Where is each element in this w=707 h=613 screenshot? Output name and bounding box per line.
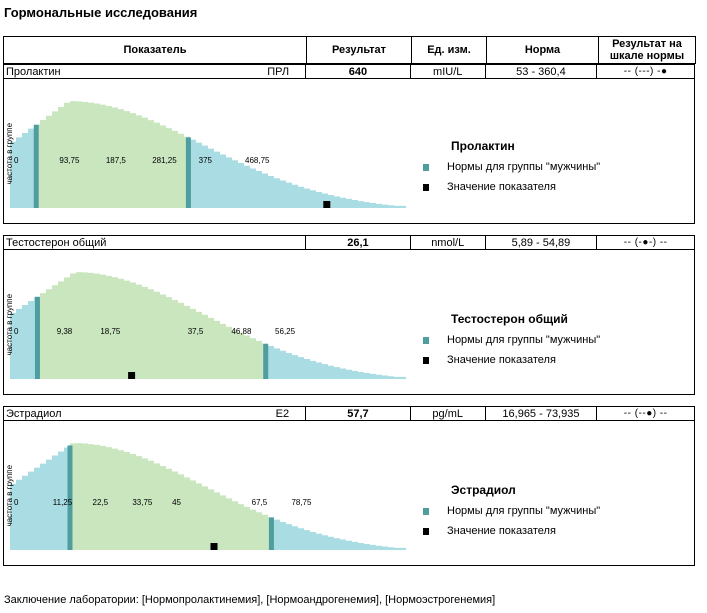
tick-label: 0: [14, 498, 19, 507]
norm-swatch-icon: [423, 163, 429, 171]
indicator-name: Пролактин: [6, 65, 61, 78]
norm-upper-marker: [268, 517, 274, 550]
result-value: 57,7: [306, 407, 411, 420]
value-swatch-icon: [423, 356, 429, 364]
legend-value-label: Значение показателя: [447, 354, 556, 366]
tick-label: 22,5: [93, 498, 109, 507]
tick-label: 468,75: [245, 156, 270, 165]
result-row-prolactin: Пролактин ПРЛ 640 mIU/L 53 - 360,4 -- (--…: [3, 64, 695, 79]
tick-label: 78,75: [291, 498, 312, 507]
chart-legend: Тестостерон общий Нормы для группы "мужч…: [423, 312, 600, 374]
result-row-estradiol: Эстрадиол E2 57,7 pg/mL 16,965 - 73,935 -…: [3, 406, 695, 421]
tick-label: 56,25: [275, 327, 296, 336]
value-swatch-icon: [423, 527, 429, 535]
distribution-area-below-norm: [10, 124, 37, 208]
tick-label: 9,38: [57, 327, 73, 336]
legend-value-label: Значение показателя: [447, 181, 556, 193]
distribution-area-norm: [37, 272, 266, 379]
legend-title: Тестостерон общий: [451, 312, 568, 326]
indicator-code: ПРЛ: [267, 65, 290, 78]
norm-swatch-icon: [423, 336, 429, 344]
chart-legend: Пролактин Нормы для группы "мужчины" Зна…: [423, 139, 600, 201]
header-indicator: Показатель: [3, 36, 307, 64]
distribution-area-norm: [69, 443, 272, 550]
header-norm: Норма: [486, 36, 599, 64]
result-scale: -- (-●-) --: [623, 237, 668, 248]
result-scale: -- (--●) --: [623, 408, 668, 419]
result-norm: 5,89 - 54,89: [486, 236, 598, 249]
indicator-code: E2: [275, 407, 290, 420]
norm-upper-marker: [185, 137, 191, 208]
result-row-testosterone: Тестостерон общий 26,1 nmol/L 5,89 - 54,…: [3, 235, 695, 250]
indicator-name: Эстрадиол: [6, 407, 62, 420]
header-result: Результат: [306, 36, 412, 64]
value-swatch-icon: [423, 183, 429, 191]
result-value: 640: [306, 65, 411, 78]
result-unit: pg/mL: [411, 407, 486, 420]
legend-norm-label: Нормы для группы "мужчины": [447, 505, 601, 517]
result-value: 26,1: [306, 236, 411, 249]
tick-label: 93,75: [59, 156, 80, 165]
norm-upper-marker: [263, 343, 269, 379]
tick-label: 375: [199, 156, 213, 165]
distribution-area-above-norm: [188, 136, 406, 208]
legend-norm-label: Нормы для группы "мужчины": [447, 161, 601, 173]
legend-norm-label: Нормы для группы "мужчины": [447, 334, 601, 346]
chart-panel-prolactin: 0 93,75 187,5 281,25 375 468,75 частота в груп…: [3, 79, 695, 224]
legend-value-label: Значение показателя: [447, 525, 556, 537]
header-scale: Результат на шкале нормы: [598, 36, 696, 64]
distribution-area-above-norm: [271, 517, 406, 550]
distribution-chart-estradiol: 0 11,25 22,5 33,75 45 67,5 78,75 частота в груп…: [5, 443, 406, 550]
legend-title: Эстрадиол: [451, 483, 516, 497]
indicator-name: Тестостерон общий: [6, 236, 107, 249]
lab-conclusion: Заключение лаборатории: [Нормопролактине…: [4, 594, 496, 606]
tick-label: 187,5: [106, 156, 127, 165]
distribution-chart-prolactin: 0 93,75 187,5 281,25 375 468,75 частота в груп…: [5, 101, 406, 208]
norm-lower-marker: [33, 124, 39, 208]
distribution-area-below-norm: [10, 297, 38, 379]
tick-label: 281,25: [152, 156, 177, 165]
distribution-area-below-norm: [10, 447, 70, 550]
tick-label: 0: [14, 327, 19, 336]
norm-swatch-icon: [423, 507, 429, 515]
result-norm: 53 - 360,4: [486, 65, 598, 78]
norm-lower-marker: [34, 296, 40, 379]
result-scale: -- (---) -●: [623, 66, 668, 77]
tick-label: 18,75: [100, 327, 121, 336]
y-axis-label: частота в группе: [5, 464, 14, 526]
tick-label: 46,88: [231, 327, 252, 336]
y-axis-label: частота в группе: [5, 293, 14, 355]
tick-label: 37,5: [188, 327, 204, 336]
results-table-header: Показатель Результат Ед. изм. Норма Резу…: [3, 36, 696, 64]
header-unit: Ед. изм.: [411, 36, 487, 64]
chart-panel-estradiol: 0 11,25 22,5 33,75 45 67,5 78,75 частота в груп…: [3, 421, 695, 566]
tick-label: 0: [14, 156, 19, 165]
y-axis-label: частота в группе: [5, 122, 14, 184]
tick-label: 33,75: [132, 498, 153, 507]
value-marker: [128, 372, 136, 379]
norm-lower-marker: [67, 445, 73, 550]
distribution-chart-testosterone: 0 9,38 18,75 37,5 46,88 56,25 частота в группе: [5, 272, 406, 379]
chart-panel-testosterone: 0 9,38 18,75 37,5 46,88 56,25 частота в группе…: [3, 250, 695, 395]
value-marker: [323, 201, 331, 208]
distribution-area-above-norm: [265, 343, 406, 379]
result-unit: mIU/L: [411, 65, 486, 78]
tick-label: 67,5: [252, 498, 268, 507]
result-norm: 16,965 - 73,935: [486, 407, 598, 420]
page-title: Гормональные исследования: [4, 5, 198, 20]
tick-label: 45: [172, 498, 181, 507]
legend-title: Пролактин: [451, 139, 515, 153]
chart-legend: Эстрадиол Нормы для группы "мужчины" Зна…: [423, 483, 600, 545]
tick-label: 11,25: [53, 498, 73, 507]
result-unit: nmol/L: [411, 236, 486, 249]
distribution-area-norm: [36, 101, 189, 208]
value-marker: [210, 543, 218, 550]
